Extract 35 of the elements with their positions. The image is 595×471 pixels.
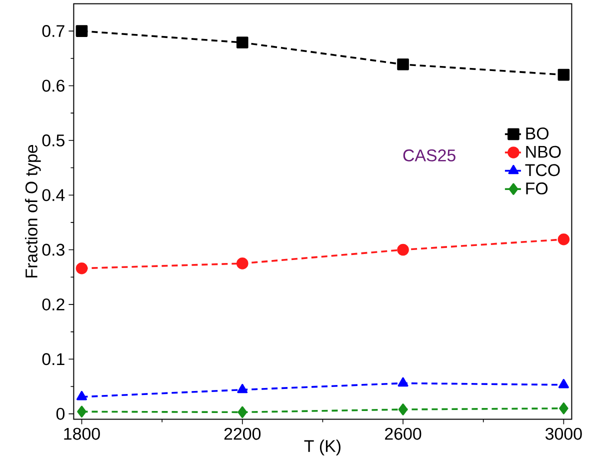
point — [398, 377, 408, 387]
point — [76, 262, 88, 274]
point — [398, 404, 408, 416]
x-tick-label: 2200 — [224, 428, 261, 440]
legend-label: BO — [526, 128, 549, 140]
point — [558, 378, 569, 388]
legend-label: NBO — [526, 146, 561, 158]
point — [397, 244, 409, 256]
y-tick-label: 0.7 — [42, 25, 64, 38]
point — [77, 406, 86, 418]
x-tick-label: 1800 — [64, 428, 100, 440]
y-axis-title: Fraction of O type — [25, 144, 41, 278]
legend-label: TCO — [525, 164, 560, 176]
point — [236, 258, 248, 270]
y-tick-label: 0.3 — [42, 244, 64, 256]
y-tick-label: 0.6 — [42, 80, 64, 92]
annotation: CAS25 — [403, 149, 456, 162]
x-axis-title: T (K) — [304, 440, 340, 456]
x-tick-label: 2600 — [385, 428, 422, 440]
y-tick-label: 0.2 — [42, 298, 64, 310]
point — [236, 36, 248, 48]
y-tick-label: 0.1 — [42, 353, 64, 366]
y-tick-label: 0 — [56, 408, 65, 420]
point — [237, 384, 248, 394]
y-tick-label: 0.4 — [42, 189, 65, 202]
point — [558, 233, 570, 246]
point — [559, 402, 568, 414]
point — [76, 25, 88, 37]
point — [76, 390, 87, 400]
point — [558, 68, 570, 81]
x-tick-label: 3000 — [545, 428, 582, 440]
point — [397, 58, 409, 70]
y-tick-label: 0.5 — [42, 134, 64, 146]
legend-label: FO — [526, 182, 548, 194]
point — [238, 406, 248, 418]
